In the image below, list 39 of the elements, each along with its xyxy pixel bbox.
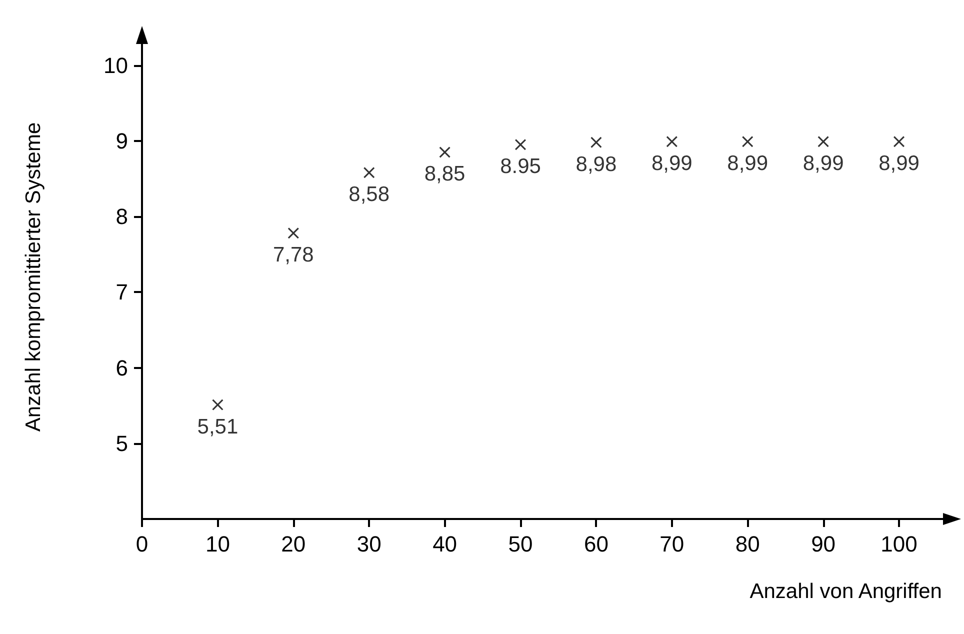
point — [288, 228, 299, 239]
point — [590, 136, 602, 148]
point — [212, 399, 224, 410]
x-tick-label: 60 — [584, 532, 608, 556]
point — [894, 136, 905, 148]
data-label: 5,51 — [197, 415, 238, 438]
x-axis-title: Anzahl von Angriffen — [750, 580, 942, 603]
y-tick-label: 10 — [104, 52, 128, 78]
x-tick-label: 30 — [356, 532, 382, 556]
point — [818, 136, 829, 148]
x-tick-label: 50 — [508, 532, 533, 556]
x-tick-label: 0 — [136, 532, 148, 556]
point — [742, 136, 754, 148]
x-tick-label: 90 — [811, 532, 836, 556]
data-label: 8,99 — [878, 152, 920, 176]
y-tick-label: 5 — [116, 430, 128, 456]
point — [515, 139, 526, 150]
point — [439, 146, 450, 158]
point — [364, 167, 375, 178]
y-tick-label: 6 — [116, 355, 128, 380]
x-tick-label: 20 — [281, 532, 306, 556]
x-tick-label: 80 — [735, 532, 760, 556]
x-tick-label: 40 — [432, 532, 458, 556]
data-label: 8,99 — [727, 152, 768, 176]
y-tick-label: 7 — [116, 280, 128, 305]
data-label: 8,58 — [348, 183, 390, 206]
data-label: 8,99 — [651, 152, 692, 176]
x-tick-label: 100 — [880, 532, 918, 556]
data-label: 8,85 — [424, 162, 466, 186]
y-tick-label: 9 — [116, 128, 128, 154]
x-tick-label: 10 — [205, 532, 230, 556]
data-label: 8,99 — [802, 152, 844, 176]
y-tick-label: 8 — [116, 204, 128, 229]
data-label: 8,98 — [576, 152, 617, 176]
data-label: 8.95 — [500, 155, 541, 178]
point — [666, 136, 678, 148]
x-tick-label: 70 — [660, 532, 684, 556]
y-axis-title: Anzahl kompromittierter Systeme — [22, 122, 45, 432]
data-label: 7,78 — [272, 244, 314, 267]
